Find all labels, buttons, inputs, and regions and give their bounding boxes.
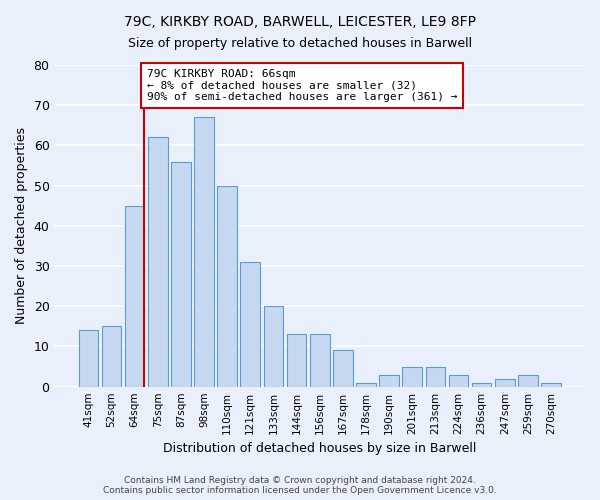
Y-axis label: Number of detached properties: Number of detached properties <box>15 128 28 324</box>
Bar <box>287 334 307 386</box>
Bar <box>101 326 121 386</box>
Text: Contains HM Land Registry data © Crown copyright and database right 2024.
Contai: Contains HM Land Registry data © Crown c… <box>103 476 497 495</box>
Bar <box>263 306 283 386</box>
Bar <box>171 162 191 386</box>
Bar <box>79 330 98 386</box>
Text: 79C KIRKBY ROAD: 66sqm
← 8% of detached houses are smaller (32)
90% of semi-deta: 79C KIRKBY ROAD: 66sqm ← 8% of detached … <box>147 69 457 102</box>
Text: 79C, KIRKBY ROAD, BARWELL, LEICESTER, LE9 8FP: 79C, KIRKBY ROAD, BARWELL, LEICESTER, LE… <box>124 15 476 29</box>
Bar <box>518 374 538 386</box>
Bar <box>472 382 491 386</box>
Bar <box>333 350 353 386</box>
Bar <box>425 366 445 386</box>
Bar <box>403 366 422 386</box>
Bar <box>379 374 399 386</box>
Bar <box>241 262 260 386</box>
Bar <box>217 186 237 386</box>
Bar <box>541 382 561 386</box>
Bar <box>148 138 167 386</box>
Bar <box>125 206 145 386</box>
Bar <box>194 118 214 386</box>
X-axis label: Distribution of detached houses by size in Barwell: Distribution of detached houses by size … <box>163 442 476 455</box>
Bar <box>310 334 329 386</box>
Bar <box>356 382 376 386</box>
Bar <box>495 378 515 386</box>
Text: Size of property relative to detached houses in Barwell: Size of property relative to detached ho… <box>128 38 472 51</box>
Bar <box>449 374 469 386</box>
